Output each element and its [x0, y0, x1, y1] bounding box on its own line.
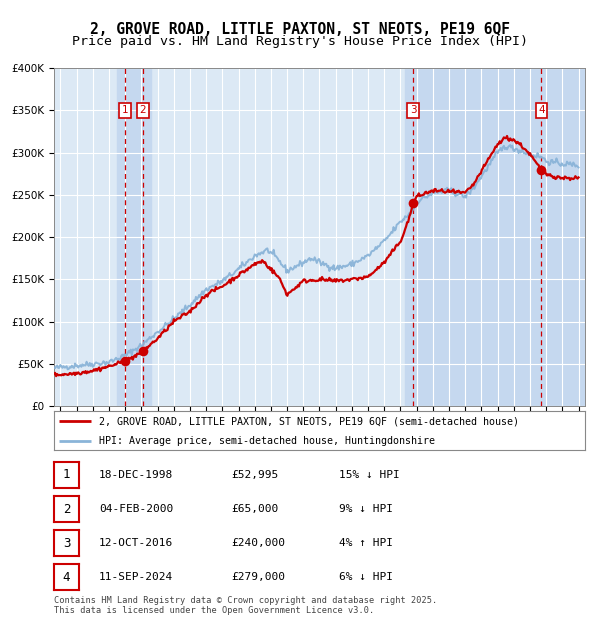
Text: Price paid vs. HM Land Registry's House Price Index (HPI): Price paid vs. HM Land Registry's House … [72, 35, 528, 48]
Text: 4: 4 [63, 571, 70, 583]
Text: 12-OCT-2016: 12-OCT-2016 [99, 538, 173, 548]
Text: 2, GROVE ROAD, LITTLE PAXTON, ST NEOTS, PE19 6QF: 2, GROVE ROAD, LITTLE PAXTON, ST NEOTS, … [90, 22, 510, 37]
Text: £52,995: £52,995 [231, 470, 278, 480]
Bar [541, 68, 585, 406]
Text: 3: 3 [410, 105, 416, 115]
Text: 2, GROVE ROAD, LITTLE PAXTON, ST NEOTS, PE19 6QF (semi-detached house): 2, GROVE ROAD, LITTLE PAXTON, ST NEOTS, … [99, 417, 519, 427]
Text: 4: 4 [538, 105, 545, 115]
Text: HPI: Average price, semi-detached house, Huntingdonshire: HPI: Average price, semi-detached house,… [99, 436, 435, 446]
Text: 18-DEC-1998: 18-DEC-1998 [99, 470, 173, 480]
Text: 4% ↑ HPI: 4% ↑ HPI [339, 538, 393, 548]
Text: 2: 2 [140, 105, 146, 115]
Text: £65,000: £65,000 [231, 504, 278, 514]
Text: 1: 1 [121, 105, 128, 115]
Bar [117, 68, 151, 406]
Text: Contains HM Land Registry data © Crown copyright and database right 2025.
This d: Contains HM Land Registry data © Crown c… [54, 596, 437, 615]
Text: 1: 1 [63, 469, 70, 481]
Text: £279,000: £279,000 [231, 572, 285, 582]
Bar [406, 68, 550, 406]
Text: 04-FEB-2000: 04-FEB-2000 [99, 504, 173, 514]
Text: £240,000: £240,000 [231, 538, 285, 548]
Text: 15% ↓ HPI: 15% ↓ HPI [339, 470, 400, 480]
Text: 6% ↓ HPI: 6% ↓ HPI [339, 572, 393, 582]
Text: 3: 3 [63, 537, 70, 549]
Text: 11-SEP-2024: 11-SEP-2024 [99, 572, 173, 582]
Text: 2: 2 [63, 503, 70, 515]
Text: 9% ↓ HPI: 9% ↓ HPI [339, 504, 393, 514]
